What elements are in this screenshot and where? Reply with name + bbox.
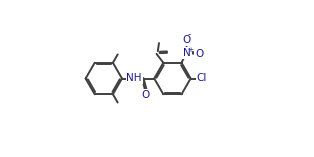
Text: -: - <box>188 30 191 39</box>
Text: O: O <box>141 90 149 100</box>
Text: +: + <box>187 47 193 53</box>
Text: O: O <box>182 35 191 45</box>
Text: NH: NH <box>127 73 142 83</box>
Text: N: N <box>183 48 191 58</box>
Text: Cl: Cl <box>197 73 207 84</box>
Text: O: O <box>195 49 203 59</box>
